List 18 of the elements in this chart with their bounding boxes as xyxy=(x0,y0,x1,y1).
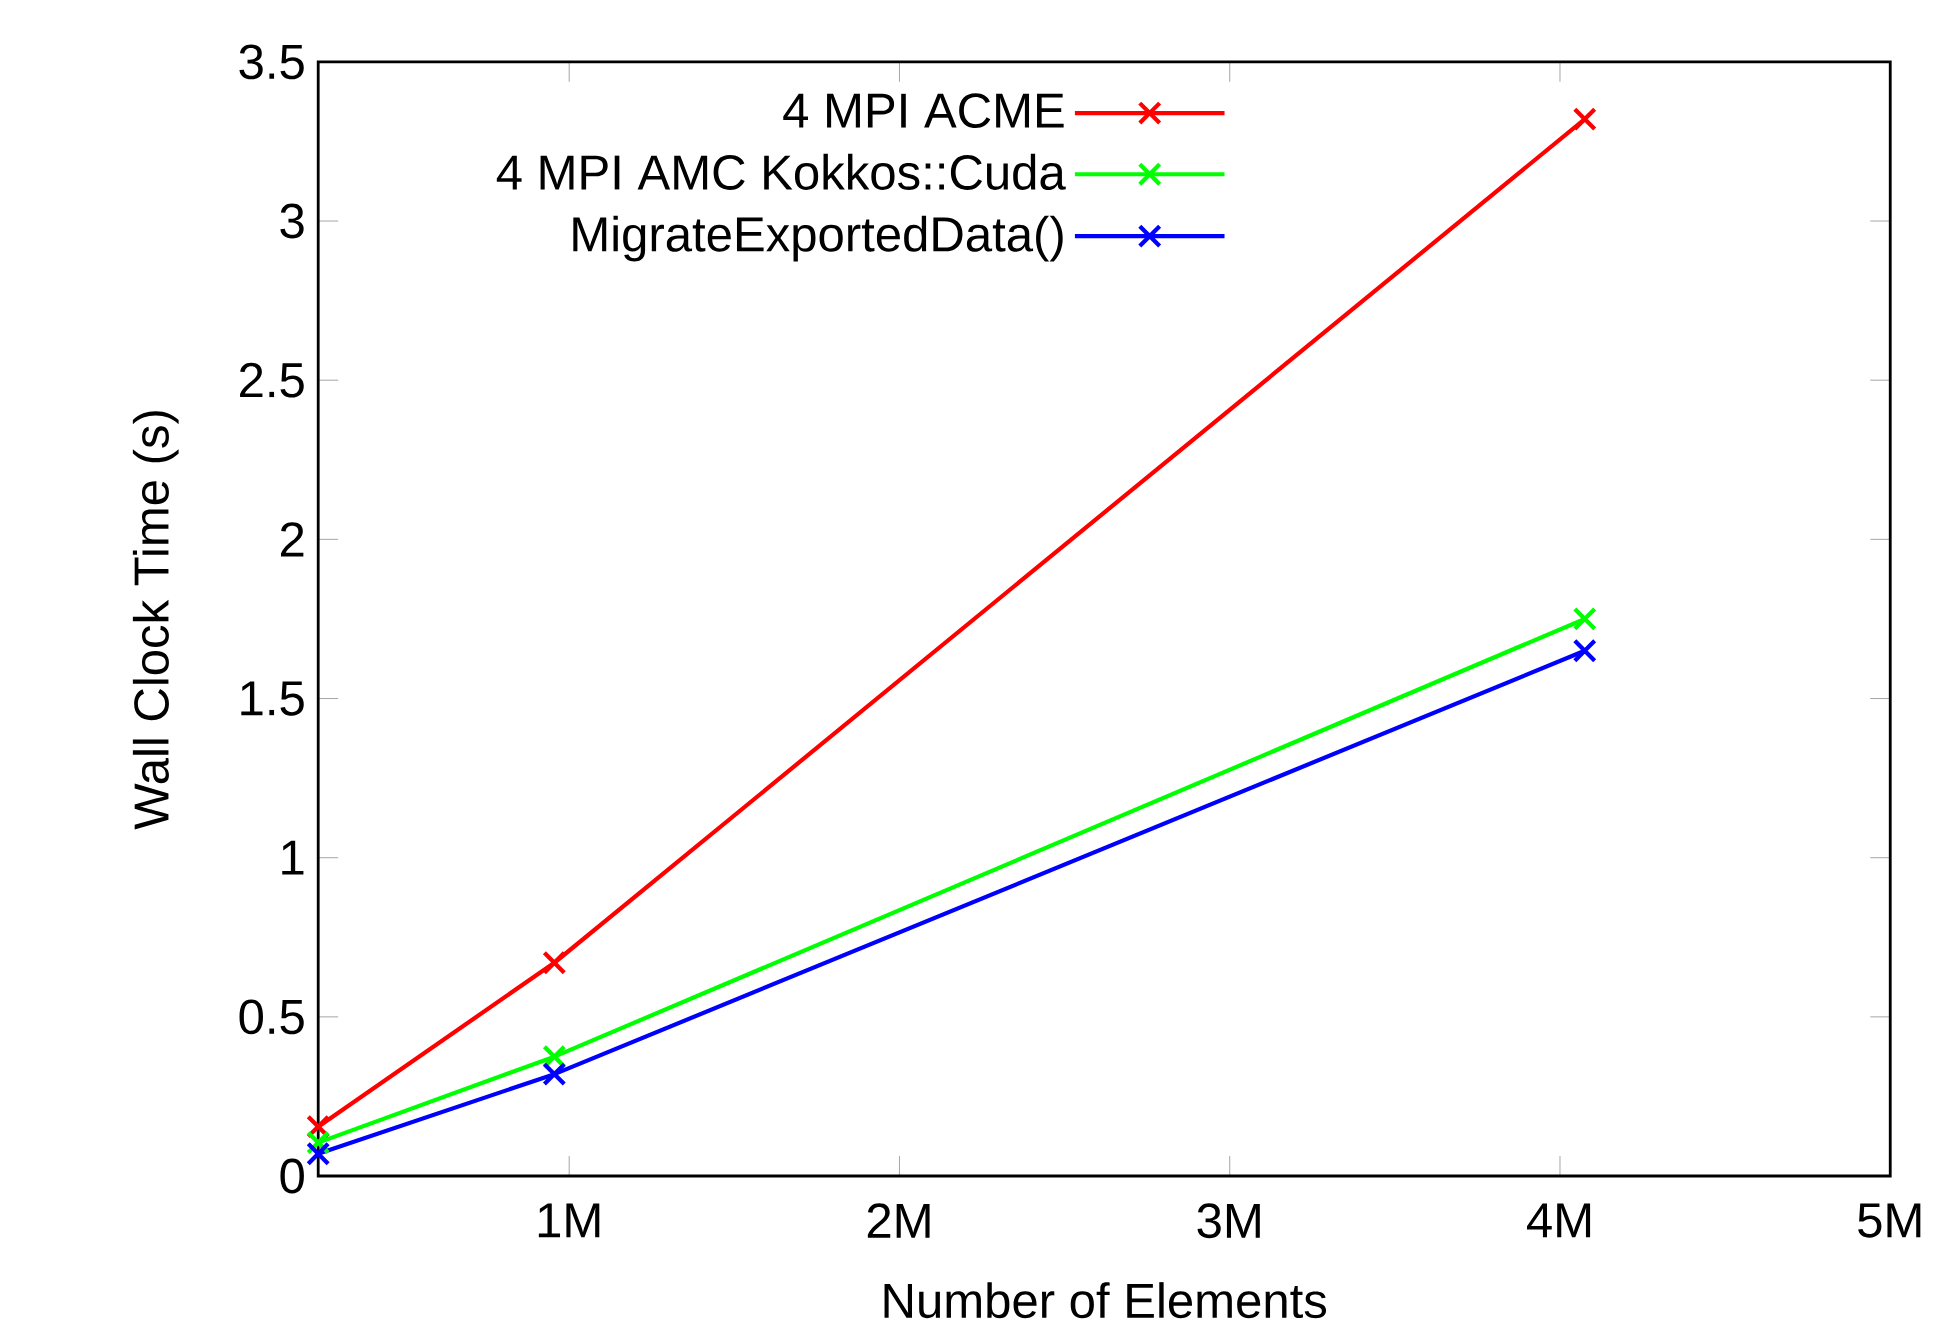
y-tick-label: 3 xyxy=(280,203,304,239)
x-tick-label: 1M xyxy=(538,1203,600,1238)
legend-label: 4 MPI AMC Kokkos::Cuda xyxy=(496,154,1066,191)
y-tick-label: 0.5 xyxy=(239,999,304,1035)
y-tick-label: 3.5 xyxy=(239,44,304,80)
x-tick-label: 2M xyxy=(867,1203,930,1238)
x-tick-label: 4M xyxy=(1527,1203,1591,1238)
y-axis-title: Wall Clock Time (s) xyxy=(132,411,179,830)
y-tick-label: 1.5 xyxy=(241,681,304,716)
x-axis-title: Number of Elements xyxy=(884,1282,1327,1319)
y-tick-label: 1 xyxy=(282,840,304,875)
legend-label: 4 MPI ACME xyxy=(783,93,1064,129)
y-tick-label: 0 xyxy=(280,1158,304,1194)
x-tick-label: 3M xyxy=(1197,1203,1260,1239)
x-tick-label: 5M xyxy=(1858,1203,1921,1238)
y-tick-label: 2.5 xyxy=(240,362,304,398)
y-tick-label: 2 xyxy=(280,522,304,557)
legend-label: MigrateExportedData() xyxy=(573,215,1063,262)
